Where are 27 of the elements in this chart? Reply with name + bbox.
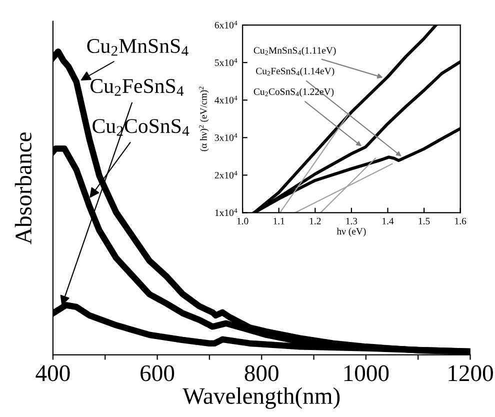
y-tick-label: 5x10$^{4}$	[215, 58, 238, 66]
annotation: Cu$_{2}$FeSnS$_{4}$(1.14eV)	[256, 67, 334, 76]
x-tick-label: 1.5	[418, 218, 430, 224]
x-tick-label: 1.6	[455, 218, 466, 224]
x-tick-label: 1.4	[382, 218, 394, 224]
x-tick-label: 1200	[448, 365, 493, 382]
annotation: Cu$_{2}$MnSnS$_{4}$(1.11eV)	[254, 46, 336, 56]
x-axis-title: Wavelength(nm)	[182, 387, 340, 409]
x-tick-label: 1.0	[237, 218, 248, 224]
y-tick-label: 4x10$^{4}$	[214, 96, 238, 104]
x-tick-label: 1000	[344, 365, 389, 382]
y-tick-label: 6x10$^{4}$	[214, 20, 238, 28]
y-tick-label: 1x10$^{4}$	[215, 208, 238, 216]
annotation: Cu$_{2}$MnSnS$_{4}$	[87, 39, 188, 56]
x-tick-label: 1.2	[310, 218, 321, 224]
x-tick-label: 1.3	[346, 218, 358, 224]
x-tick-label: 1.1	[274, 218, 284, 224]
annotation: Cu$_{2}$CoSnS$_{4}$(1.22eV)	[254, 88, 334, 97]
x-tick-label: 400	[36, 365, 70, 382]
annotation: Cu$_{2}$FeSnS$_{4}$	[90, 79, 184, 96]
y-axis-title: (α hν)$^{2}$ (eV/cm)$^{2}$	[199, 86, 209, 152]
y-tick-label: 3x10$^{4}$	[214, 133, 238, 141]
x-tick-label: 800	[244, 365, 278, 382]
x-axis-title: hν (eV)	[336, 228, 366, 237]
x-tick-label: 600	[140, 365, 174, 382]
y-axis-title: Absorbance	[14, 132, 32, 244]
y-tick-label: 2x10$^{4}$	[214, 170, 238, 179]
